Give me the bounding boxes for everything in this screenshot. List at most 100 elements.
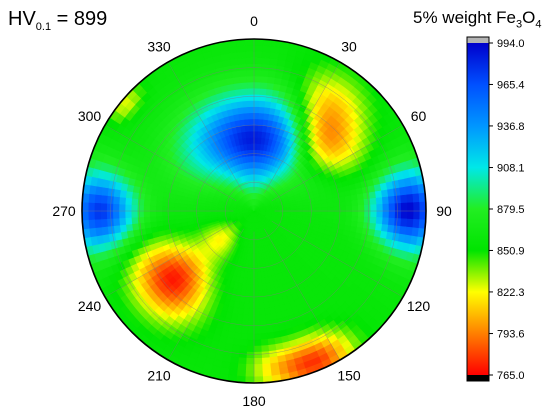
heatmap-cell <box>249 124 255 132</box>
heatmap-cell <box>173 206 181 212</box>
hardness-annotation: HV0.1 = 899 <box>8 8 107 33</box>
heatmap-cell <box>364 204 372 212</box>
heatmap-cell <box>233 332 242 340</box>
heatmap-cell <box>315 207 322 212</box>
heatmap-cell <box>260 345 270 353</box>
heatmap-cell <box>143 221 152 229</box>
heatmap-cell <box>370 210 378 218</box>
heatmap-cell <box>350 194 359 202</box>
heatmap-cell <box>167 206 175 212</box>
heatmap-cell <box>136 204 144 212</box>
heatmap-cell <box>238 351 247 359</box>
heatmap-cell <box>394 195 402 204</box>
angular-tick-90: 90 <box>436 203 452 219</box>
heatmap-cell <box>253 136 259 144</box>
heatmap-cell <box>204 210 212 214</box>
heatmap-cell <box>253 112 260 120</box>
heatmap-cell <box>247 93 255 101</box>
colorbar <box>466 36 490 382</box>
heatmap-cell <box>259 87 268 96</box>
heatmap-cell <box>253 364 263 372</box>
heatmap-cell <box>252 192 255 200</box>
heatmap-cell <box>240 326 249 335</box>
heatmap-cell <box>245 50 255 58</box>
heatmap-cell <box>192 210 200 215</box>
heatmap-cell <box>259 326 268 335</box>
heatmap-cell <box>345 200 353 207</box>
heatmap-cell <box>249 130 255 138</box>
heatmap-cell <box>253 44 263 52</box>
heatmap-cell <box>136 210 144 218</box>
heatmap-cell <box>94 193 102 204</box>
heatmap-cell <box>246 339 255 347</box>
heatmap-cell <box>250 155 255 163</box>
heatmap-cell <box>245 370 255 378</box>
heatmap-cell <box>400 218 408 228</box>
heatmap-cell <box>394 210 402 220</box>
heatmap-cell <box>406 218 414 229</box>
heatmap-cell <box>264 313 272 322</box>
heatmap-cell <box>149 205 157 212</box>
heatmap-cell <box>124 217 133 225</box>
heatmap-cell <box>106 202 114 212</box>
heatmap-cell <box>253 259 258 267</box>
angular-tick-300: 300 <box>78 108 102 124</box>
heatmap-cell <box>238 63 247 71</box>
hardness-value: = 899 <box>56 8 108 30</box>
heatmap-cell <box>302 207 310 212</box>
heatmap-cell <box>357 210 365 218</box>
heatmap-cell <box>388 203 396 212</box>
heatmap-cell <box>155 220 164 227</box>
heatmap-cell <box>149 215 157 223</box>
heatmap-cell <box>394 218 402 227</box>
heatmap-cell <box>118 210 126 219</box>
colorbar-tick-label: 765.0 <box>497 370 525 382</box>
heatmap-cell <box>137 198 145 206</box>
heatmap-cell <box>296 208 304 212</box>
heatmap-cell <box>345 205 353 212</box>
heatmap-cell <box>407 202 415 212</box>
heatmap-cell <box>253 345 262 353</box>
heatmap-cell <box>257 283 263 292</box>
heatmap-cell <box>388 195 396 205</box>
heatmap-cell <box>406 193 414 204</box>
colorbar-tick-label: 879.5 <box>497 204 525 216</box>
heatmap-cell <box>180 214 188 220</box>
heatmap-cell <box>149 220 158 228</box>
hardness-load-subscript: 0.1 <box>35 21 52 33</box>
heatmap-cell <box>388 210 396 219</box>
heatmap-cell <box>245 351 255 359</box>
heatmap-cell <box>320 202 328 208</box>
heatmap-cell <box>375 190 383 199</box>
heatmap-cell <box>259 320 267 328</box>
heatmap-cell <box>250 143 255 150</box>
heatmap-cell <box>130 204 138 212</box>
colorbar-tick-label: 793.6 <box>497 329 525 341</box>
heatmap-cell <box>260 81 268 90</box>
heatmap-cell <box>253 106 260 114</box>
heatmap-cell <box>243 112 250 120</box>
heatmap-cell <box>321 210 329 216</box>
heatmap-cell <box>253 124 259 132</box>
heatmap-cell <box>333 201 341 208</box>
heatmap-cell <box>247 314 255 322</box>
heatmap-cell <box>106 210 114 220</box>
heatmap-cell <box>124 197 133 205</box>
heatmap-cell <box>357 204 365 212</box>
heatmap-cell <box>240 87 249 96</box>
colorbar-tick-label: 822.3 <box>497 287 525 299</box>
heatmap-cell <box>245 44 255 52</box>
heatmap-cell <box>388 217 396 227</box>
heatmap-cell <box>248 112 255 120</box>
colorbar-title: 5% weight Fe3O4 <box>413 8 541 30</box>
heatmap-cell <box>242 308 250 316</box>
colorbar-title-mid: O <box>522 8 536 27</box>
heatmap-cell <box>173 210 181 216</box>
heatmap-cell <box>333 210 341 216</box>
colorbar-title-sub2: 4 <box>535 18 542 31</box>
heatmap-cell <box>253 278 259 286</box>
heatmap-cell <box>241 320 249 328</box>
heatmap-cell <box>321 206 329 212</box>
heatmap-cell <box>179 210 187 216</box>
